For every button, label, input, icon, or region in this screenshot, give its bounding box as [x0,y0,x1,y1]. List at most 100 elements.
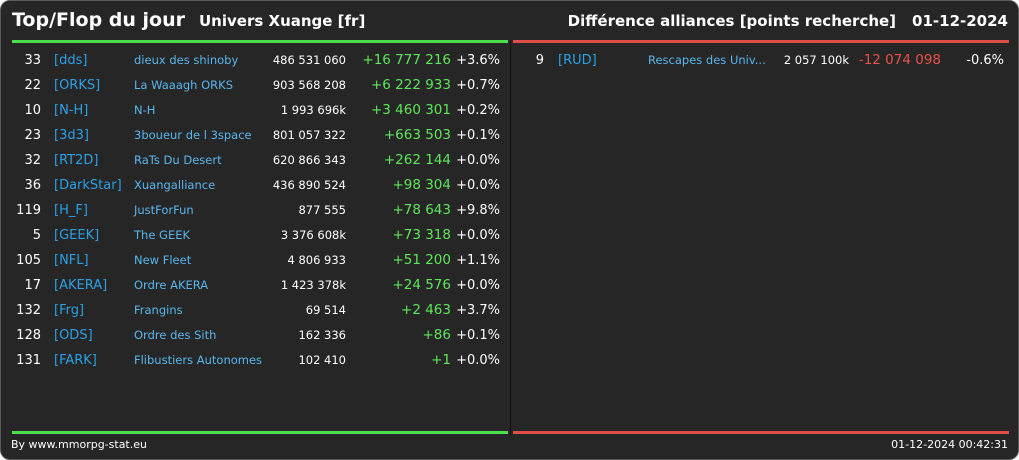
points-value: 620 866 343 [272,153,346,167]
footer-timestamp: 01-12-2024 00:42:31 [891,438,1008,451]
top-row: 33 [dds] dieux des shinoby 486 531 060 +16 7… [1,48,510,73]
alliance-tag-link[interactable]: [FARK] [54,353,97,368]
rank-value: 23 [24,128,41,143]
alliance-name-link[interactable]: La Waaagh ORKS [134,78,234,92]
rank-value: 9 [535,53,544,68]
points-value: 1 423 378k [280,278,346,292]
top-row: 128 [ODS] Ordre des Sith 162 336 +86 +0.1% [1,323,510,348]
rank-value: 132 [16,303,41,318]
points-value: 69 514 [305,303,346,317]
percent-change: +1.1% [456,253,500,268]
rank-value: 10 [24,103,41,118]
points-value: 436 890 524 [272,178,346,192]
rank-value: 131 [16,353,41,368]
difference-value: +24 576 [392,277,451,293]
alliance-name-link[interactable]: Rescapes des Univ... [648,53,766,67]
rank-value: 32 [24,153,41,168]
rank-value: 5 [32,228,41,243]
top-row: 131 [FARK] Flibustiers Autonomes 102 410 +1 +… [1,348,510,373]
percent-change: +9.8% [456,203,500,218]
alliance-tag-link[interactable]: [H_F] [54,203,88,218]
alliance-tag-link[interactable]: [NFL] [54,253,89,268]
alliance-name-link[interactable]: The GEEK [134,228,191,242]
flop-row: 9 [RUD] Rescapes des Univ... 2 057 100k -12 … [511,48,1018,73]
top-row: 22 [ORKS] La Waaagh ORKS 903 568 208 +6 222 … [1,73,510,98]
alliance-tag-link[interactable]: [Frg] [54,303,85,318]
percent-change: +3.7% [456,303,500,318]
alliance-name-link[interactable]: Ordre des Sith [134,328,217,342]
percent-change: +0.0% [456,178,500,193]
difference-value: +6 222 933 [370,77,451,93]
top-section-bar [12,40,508,43]
metric-label: Différence alliances [points recherche] [567,12,897,30]
rank-value: 119 [16,203,41,218]
percent-change: +0.1% [456,328,500,343]
difference-value: +262 144 [383,152,451,168]
alliance-name-link[interactable]: dieux des shinoby [134,53,239,67]
points-value: 2 057 100k [783,53,849,67]
difference-value: +51 200 [392,252,451,268]
rank-value: 17 [24,278,41,293]
alliance-tag-link[interactable]: [N-H] [54,103,89,118]
top-row: 119 [H_F] JustForFun 877 555 +78 643 +9.8% [1,198,510,223]
alliance-name-link[interactable]: N-H [134,103,156,117]
points-value: 486 531 060 [272,53,346,67]
top-row: 105 [NFL] New Fleet 4 806 933 +51 200 +1.1% [1,248,510,273]
percent-change: +0.2% [456,103,500,118]
alliance-tag-link[interactable]: [dds] [54,53,88,68]
difference-value: +1 [431,352,451,368]
alliance-name-link[interactable]: 3boueur de l 3space [134,128,252,142]
points-value: 3 376 608k [280,228,346,242]
alliance-name-link[interactable]: Frangins [134,303,183,317]
difference-value: +78 643 [392,202,451,218]
points-value: 4 806 933 [287,253,346,267]
page-title: Top/Flop du jour [12,9,185,31]
points-value: 801 057 322 [272,128,346,142]
alliance-tag-link[interactable]: [GEEK] [54,228,100,243]
difference-value: +16 777 216 [362,52,451,68]
percent-change: -0.6% [966,53,1004,68]
difference-value: +2 463 [401,302,451,318]
top-row: 32 [RT2D] RaTs Du Desert 620 866 343 +262 14… [1,148,510,173]
footer-credit: By www.mmorpg-stat.eu [11,438,147,451]
top-row: 17 [AKERA] Ordre AKERA 1 423 378k +24 576 +0.… [1,273,510,298]
header-title-group: Top/Flop du jour Univers Xuange [fr] [12,9,365,31]
alliance-name-link[interactable]: New Fleet [134,253,192,267]
alliance-tag-link[interactable]: [RUD] [558,53,597,68]
alliance-tag-link[interactable]: [ORKS] [54,78,101,93]
top-section-bottom-bar [12,431,508,434]
top-row: 23 [3d3] 3boueur de l 3space 801 057 322 +66… [1,123,510,148]
rank-value: 36 [24,178,41,193]
universe-label: Univers Xuange [fr] [199,12,366,30]
alliance-name-link[interactable]: RaTs Du Desert [134,153,222,167]
flop-section-bottom-bar [513,431,1009,434]
points-value: 903 568 208 [272,78,346,92]
alliance-tag-link[interactable]: [DarkStar] [54,178,122,193]
alliance-tag-link[interactable]: [3d3] [54,128,89,143]
percent-change: +0.7% [456,78,500,93]
difference-value: +663 503 [383,127,451,143]
percent-change: +0.1% [456,128,500,143]
alliance-name-link[interactable]: Ordre AKERA [134,278,209,292]
percent-change: +0.0% [456,153,500,168]
column-divider [510,41,511,436]
percent-change: +0.0% [456,278,500,293]
flop-section-bar [513,40,1009,43]
rank-value: 105 [16,253,41,268]
top-row: 132 [Frg] Frangins 69 514 +2 463 +3.7% [1,298,510,323]
top-row: 36 [DarkStar] Xuangalliance 436 890 524 +98 … [1,173,510,198]
percent-change: +0.0% [456,228,500,243]
percent-change: +3.6% [456,53,500,68]
alliance-name-link[interactable]: Xuangalliance [134,178,216,192]
alliance-tag-link[interactable]: [AKERA] [54,278,108,293]
percent-change: +0.0% [456,353,500,368]
rank-value: 128 [16,328,41,343]
alliance-name-link[interactable]: Flibustiers Autonomes [134,353,263,367]
top-row: 5 [GEEK] The GEEK 3 376 608k +73 318 +0.0% [1,223,510,248]
rank-value: 33 [24,53,41,68]
alliance-tag-link[interactable]: [RT2D] [54,153,99,168]
alliance-tag-link[interactable]: [ODS] [54,328,93,343]
alliance-name-link[interactable]: JustForFun [134,203,194,217]
difference-value: +73 318 [392,227,451,243]
